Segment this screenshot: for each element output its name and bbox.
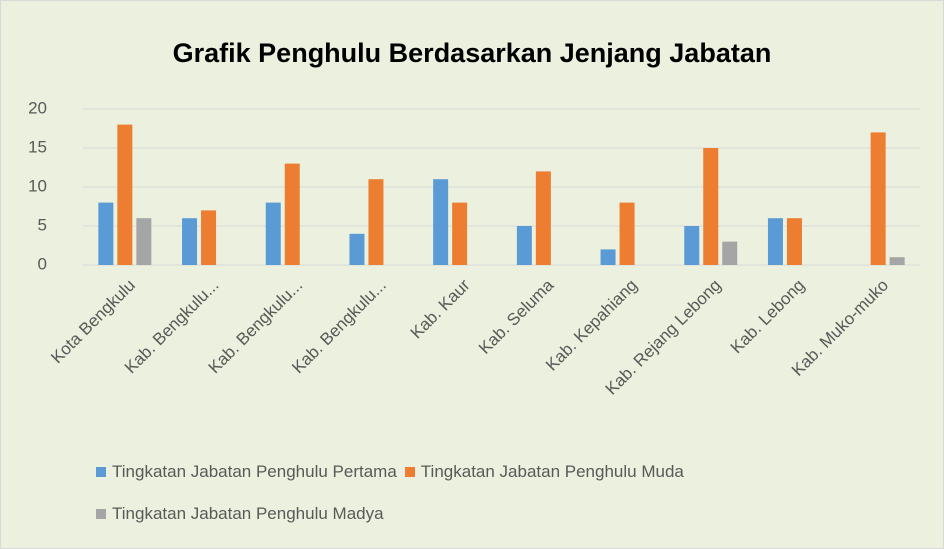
- y-tick-label: 0: [38, 254, 47, 273]
- bar: [684, 226, 700, 265]
- bar: [767, 218, 783, 265]
- bar: [703, 148, 719, 265]
- bar: [349, 233, 365, 265]
- bar: [722, 241, 738, 265]
- y-tick-label: 20: [28, 98, 47, 117]
- bar: [201, 210, 217, 265]
- chart-title: Grafik Penghulu Berdasarkan Jenjang Jaba…: [173, 38, 772, 68]
- x-tick-label: Kab. Lebong: [727, 276, 809, 358]
- legend-swatch: [96, 509, 106, 519]
- bar: [619, 202, 635, 265]
- bar: [516, 226, 532, 265]
- x-tick-label: Kab. Seluma: [475, 275, 558, 358]
- x-tick-label: Kab. Kaur: [407, 275, 474, 342]
- bar: [284, 163, 300, 265]
- bar: [870, 132, 886, 265]
- y-tick-label: 10: [28, 176, 47, 195]
- y-tick-label: 5: [38, 215, 47, 234]
- legend-swatch: [96, 467, 106, 477]
- legend-item: Tingkatan Jabatan Penghulu Madya: [96, 504, 384, 524]
- x-tick-label: Kota Bengkulu: [47, 276, 139, 368]
- legend-label: Tingkatan Jabatan Penghulu Muda: [420, 462, 684, 481]
- bar: [136, 218, 152, 265]
- bar: [535, 171, 551, 265]
- bar: [117, 124, 133, 265]
- bar: [786, 218, 802, 265]
- bar: [98, 202, 114, 265]
- legend-label: Tingkatan Jabatan Penghulu Madya: [112, 504, 384, 523]
- legend: Tingkatan Jabatan Penghulu Pertama Tingka…: [96, 462, 896, 524]
- bar: [368, 179, 384, 265]
- legend-swatch: [404, 467, 415, 477]
- bar: [600, 249, 616, 265]
- bar: [433, 179, 449, 265]
- bar: [452, 202, 468, 265]
- legend-label: Tingkatan Jabatan Penghulu Pertama: [112, 462, 397, 481]
- bar: [889, 257, 905, 265]
- bar: [265, 202, 281, 265]
- y-tick-label: 15: [28, 137, 47, 156]
- legend-item: Tingkatan Jabatan Penghulu Muda: [404, 462, 684, 482]
- legend-item: Tingkatan Jabatan Penghulu Pertama: [96, 462, 397, 482]
- bar: [182, 218, 198, 265]
